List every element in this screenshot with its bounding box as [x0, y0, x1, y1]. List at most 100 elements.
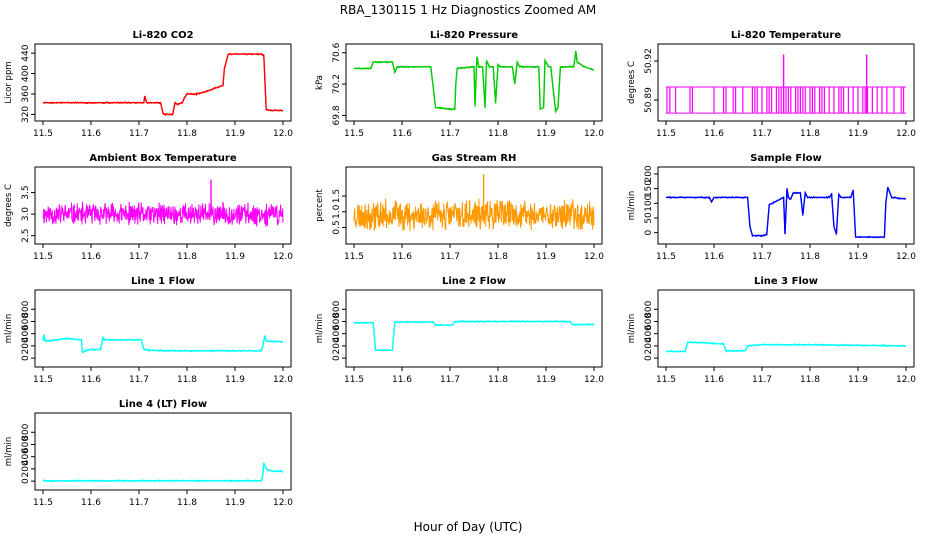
- y-tick-label: 3.5: [21, 185, 31, 199]
- x-tick-label: 11.8: [800, 375, 820, 385]
- data-series-noise: [42, 52, 284, 117]
- x-tick-label: 11.7: [129, 129, 149, 139]
- x-tick-label: 11.6: [704, 129, 724, 139]
- y-tick-label: 800: [332, 300, 342, 317]
- panel-title: Ambient Box Temperature: [89, 153, 236, 164]
- x-tick-label: 11.9: [225, 252, 245, 262]
- y-tick-label: 600: [21, 313, 31, 330]
- x-tick-label: 11.9: [848, 252, 868, 262]
- y-tick-label: 400: [21, 448, 31, 465]
- x-tick-label: 11.7: [752, 252, 772, 262]
- x-tick-label: 11.5: [33, 129, 53, 139]
- y-tick-label: 200: [644, 165, 654, 182]
- plot-frame: [34, 166, 292, 245]
- plot-frame: [34, 43, 292, 122]
- data-series-noise: [665, 186, 906, 239]
- panel-title: Li-820 CO2: [132, 30, 193, 41]
- x-tick-label: 11.8: [177, 375, 197, 385]
- y-tick-label: 0: [644, 230, 654, 236]
- x-tick-label: 11.5: [33, 375, 53, 385]
- chart-panel-p3: Ambient Box Temperature 11.5 11.6 11.7 11.8 1…: [4, 153, 293, 262]
- x-tick-label: 11.6: [392, 252, 412, 262]
- x-tick-label: 11.8: [800, 129, 820, 139]
- data-series-line: [42, 201, 284, 227]
- y-tick-label: 50.89: [644, 87, 654, 113]
- y-axis-label: kPa: [315, 75, 325, 90]
- x-tick-label: 11.6: [81, 375, 101, 385]
- y-tick-label: 0: [21, 478, 31, 484]
- plot-frame: [657, 43, 915, 122]
- y-tick-label: 50: [644, 212, 654, 224]
- panel-grid: Li-820 CO2 11.5 11.6 11.7 11.8 11.9 12.0 320 360…: [4, 30, 916, 508]
- x-tick-label: 12.0: [896, 375, 916, 385]
- y-tick-label: 0: [644, 355, 654, 361]
- panel-title: Li-820 Temperature: [731, 30, 841, 41]
- panel-title: Li-820 Pressure: [430, 30, 518, 41]
- y-axis-label: degrees C: [4, 184, 14, 227]
- x-tick-label: 11.6: [704, 252, 724, 262]
- y-tick-label: 70.2: [332, 74, 342, 94]
- y-tick-label: 100: [644, 194, 654, 211]
- y-axis-label: ml/min: [315, 314, 325, 344]
- chart-panel-p2: Li-820 Temperature 11.5 11.6 11.7 11.8 11.9 12…: [627, 30, 916, 139]
- x-tick-label: 12.0: [273, 375, 293, 385]
- y-tick-label: 1.0: [332, 204, 342, 219]
- y-tick-label: 800: [644, 300, 654, 317]
- y-tick-label: 400: [332, 325, 342, 342]
- x-tick-label: 11.7: [752, 375, 772, 385]
- x-tick-label: 11.9: [536, 129, 556, 139]
- y-tick-label: 440: [21, 44, 31, 61]
- y-tick-label: 69.8: [332, 105, 342, 125]
- x-tick-label: 11.6: [81, 129, 101, 139]
- chart-panel-p9: Line 4 (LT) Flow 11.5 11.6 11.7 11.8 11.9 12.0…: [4, 399, 293, 508]
- data-series-line: [353, 198, 595, 232]
- x-tick-label: 12.0: [584, 375, 604, 385]
- x-tick-label: 11.7: [752, 129, 772, 139]
- panel-title: Line 1 Flow: [131, 276, 195, 287]
- y-tick-label: 1.5: [332, 189, 342, 203]
- chart-panel-p1: Li-820 Pressure 11.5 11.6 11.7 11.8 11.9 12.0 6…: [315, 30, 604, 139]
- x-tick-label: 12.0: [584, 129, 604, 139]
- y-tick-label: 70.6: [332, 42, 342, 62]
- y-tick-label: 400: [644, 325, 654, 342]
- x-tick-label: 11.9: [536, 375, 556, 385]
- x-tick-label: 11.6: [392, 129, 412, 139]
- x-tick-label: 11.6: [81, 498, 101, 508]
- x-tick-label: 11.9: [536, 252, 556, 262]
- x-tick-label: 11.7: [440, 252, 460, 262]
- x-tick-label: 12.0: [273, 498, 293, 508]
- x-tick-label: 11.5: [33, 252, 53, 262]
- y-tick-label: 800: [21, 300, 31, 317]
- x-tick-label: 11.7: [129, 252, 149, 262]
- y-axis-label: ml/min: [4, 437, 14, 467]
- plot-frame: [34, 412, 292, 491]
- data-series-noise: [42, 334, 284, 354]
- y-axis-label: ml/min: [4, 314, 14, 344]
- chart-panel-p8: Line 3 Flow 11.5 11.6 11.7 11.8 11.9 12.0 02004…: [627, 276, 916, 385]
- panel-title: Line 2 Flow: [442, 276, 506, 287]
- chart-panel-p5: Sample Flow 11.5 11.6 11.7 11.8 11.9 12.0 0 5010…: [627, 153, 916, 262]
- x-tick-label: 11.7: [129, 375, 149, 385]
- x-tick-label: 11.5: [656, 129, 676, 139]
- panel-title: Line 3 Flow: [754, 276, 818, 287]
- x-tick-label: 11.7: [440, 375, 460, 385]
- plot-frame: [345, 43, 603, 122]
- x-tick-label: 11.9: [225, 129, 245, 139]
- global-x-axis-label: Hour of Day (UTC): [414, 520, 523, 534]
- x-tick-label: 12.0: [584, 252, 604, 262]
- plot-frame: [345, 166, 603, 245]
- chart-panel-p7: Line 2 Flow 11.5 11.6 11.7 11.8 11.9 12.0 02004…: [315, 276, 604, 385]
- data-series-noise: [665, 340, 907, 353]
- plot-frame: [657, 289, 915, 368]
- y-tick-label: 0: [332, 355, 342, 361]
- y-tick-label: 200: [644, 337, 654, 354]
- x-tick-label: 11.5: [33, 498, 53, 508]
- x-tick-label: 11.9: [225, 498, 245, 508]
- x-tick-label: 12.0: [273, 129, 293, 139]
- x-tick-label: 11.5: [656, 375, 676, 385]
- x-tick-label: 11.5: [344, 252, 364, 262]
- x-tick-label: 11.9: [848, 375, 868, 385]
- y-tick-label: 200: [21, 460, 31, 477]
- y-tick-label: 0: [21, 355, 31, 361]
